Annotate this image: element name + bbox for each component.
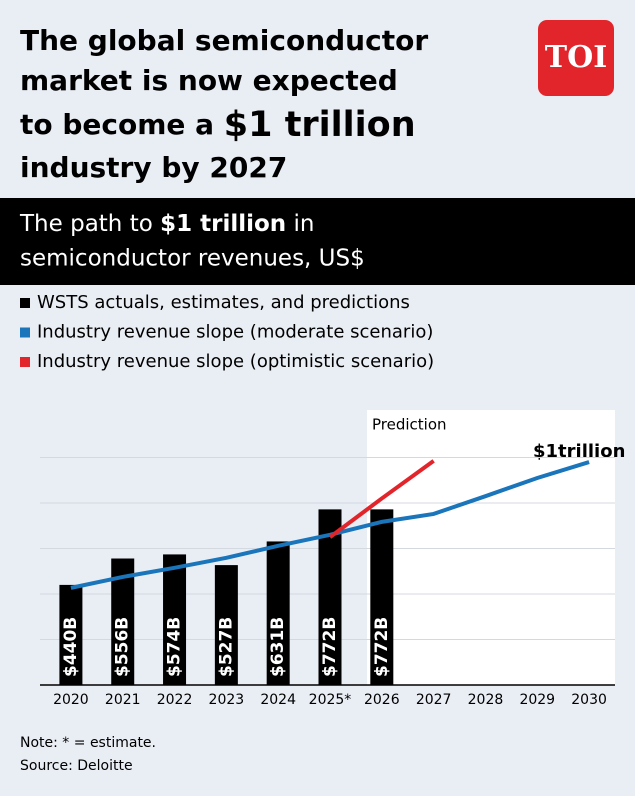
logo-box [538, 20, 614, 96]
x-tick-label: 2022 [157, 692, 193, 708]
title-line: industry by 2027 [20, 151, 287, 184]
x-tick-label: 2020 [53, 692, 89, 708]
bar [318, 509, 342, 685]
title-highlight: $1 trillion [224, 105, 416, 145]
bar [266, 541, 290, 685]
title-line: market is now expected [20, 64, 398, 97]
x-tick-label: 2024 [260, 692, 296, 708]
value-label: $772B [320, 617, 340, 677]
subtitle-line: semiconductor revenues, US$ [20, 246, 365, 272]
legend-swatch [20, 327, 30, 338]
x-tick-label: 2029 [519, 692, 555, 708]
legend-label: Industry revenue slope (optimistic scena… [37, 351, 434, 372]
x-tick-label: 2021 [105, 692, 141, 708]
bar [111, 558, 135, 685]
annotation: $1trillion [533, 441, 625, 462]
subtitle-part: in [286, 211, 314, 237]
line [328, 459, 435, 539]
legend-swatch [20, 357, 30, 367]
subtitle-line: The path to $1 trillion in [19, 211, 314, 237]
x-tick-label: 2026 [364, 692, 400, 708]
value-label: $527B [216, 617, 236, 677]
subtitle-highlight: $1 trillion [160, 211, 286, 237]
legend-label: WSTS actuals, estimates, and predictions [37, 292, 410, 313]
value-label: $772B [372, 617, 392, 677]
bar [59, 584, 83, 685]
x-tick-label: 2025* [309, 692, 352, 708]
bar [214, 565, 238, 685]
source: Source: Deloitte [20, 758, 133, 774]
note: Note: * = estimate. [20, 735, 156, 751]
value-label: $440B [61, 617, 81, 677]
logo: TOI [545, 40, 608, 75]
value-label: $631B [268, 617, 288, 677]
x-tick-label: 2023 [209, 692, 245, 708]
bar [163, 554, 187, 685]
title-line: to become a $1 trillion [20, 105, 416, 145]
x-tick-label: 2028 [468, 692, 504, 708]
title-line: The global semiconductor [20, 24, 428, 57]
title-part: to become a [20, 108, 224, 141]
x-tick-label: 2030 [571, 692, 607, 708]
subtitle-band [0, 198, 635, 285]
subtitle-part: The path to [19, 211, 160, 237]
bar [370, 509, 394, 685]
legend-label: Industry revenue slope (moderate scenari… [37, 322, 433, 343]
legend-swatch [20, 298, 30, 308]
annotation: Prediction [372, 416, 447, 434]
x-tick-label: 2027 [416, 692, 452, 708]
value-label: $574B [165, 617, 185, 677]
value-label: $556B [113, 617, 133, 677]
